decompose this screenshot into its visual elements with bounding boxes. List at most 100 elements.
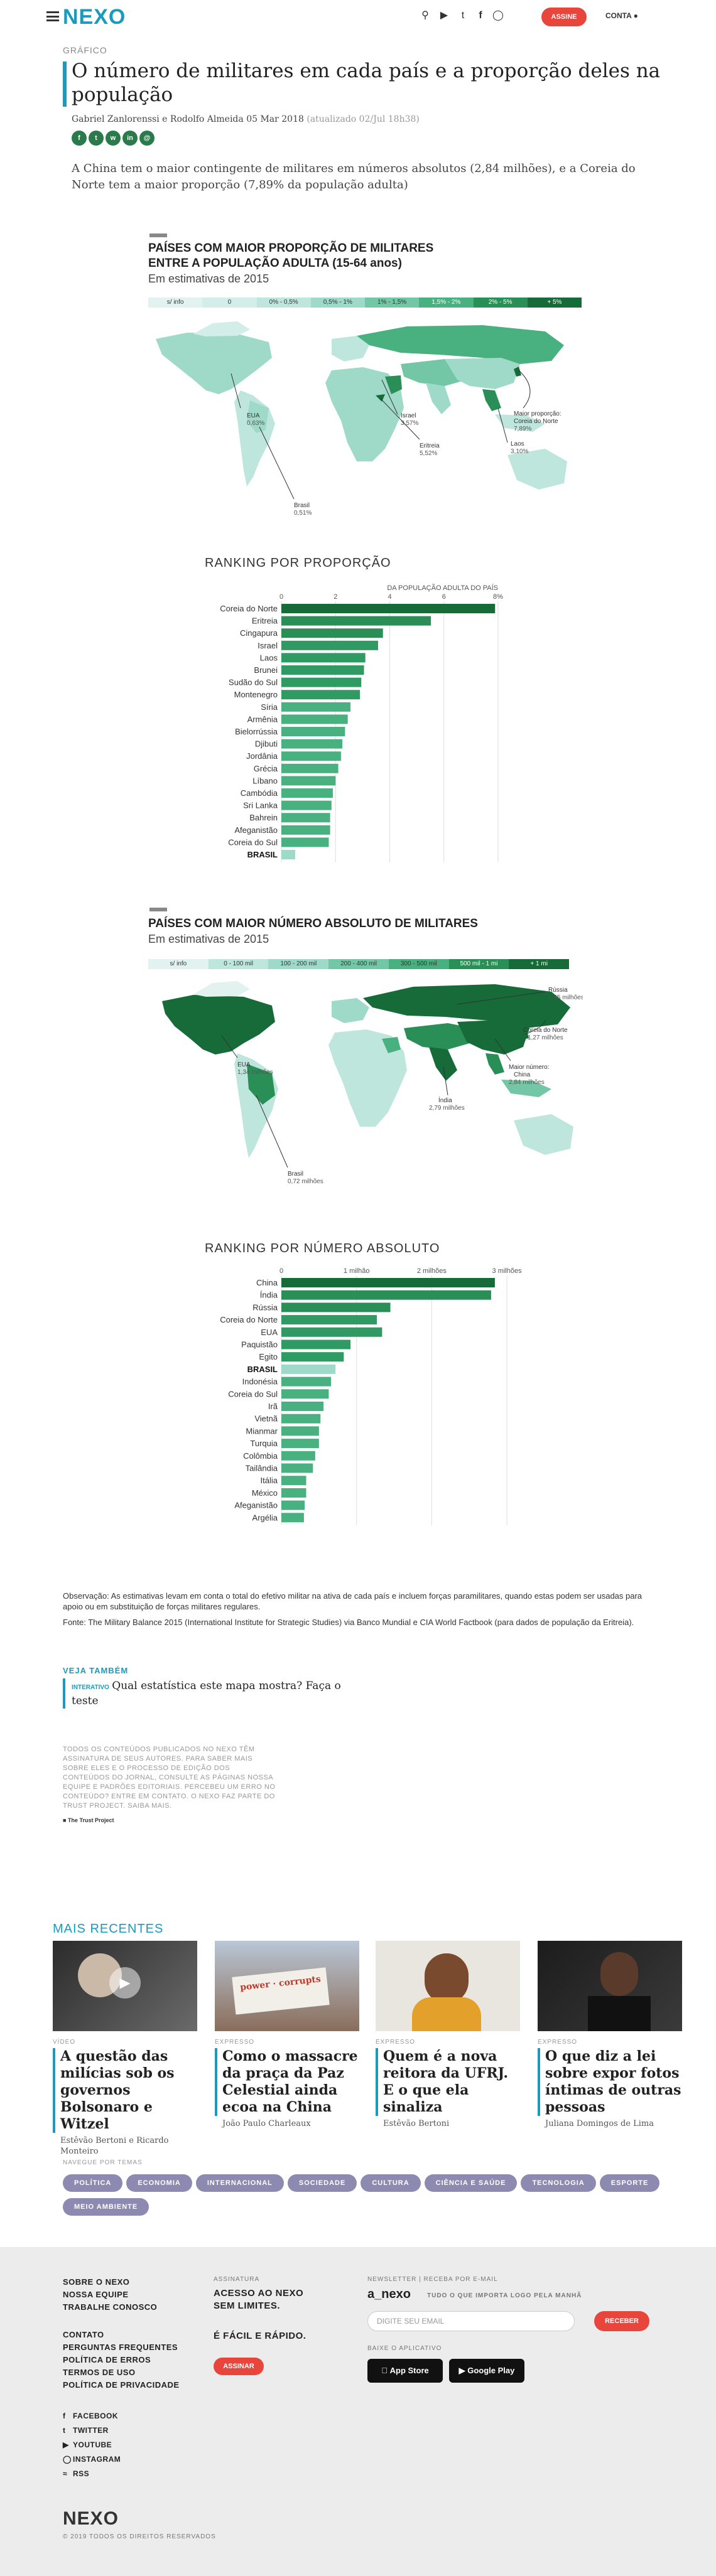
search-icon[interactable]: ⚲ — [421, 10, 429, 21]
bar — [281, 1377, 331, 1387]
map2-label-nkorea: Coreia do Norte — [523, 1027, 568, 1034]
newsletter-email-input[interactable]: DIGITE SEU EMAIL — [367, 2311, 575, 2331]
play-icon[interactable]: ▶ — [109, 1967, 141, 1999]
footer-link[interactable]: PERGUNTAS FREQUENTES — [63, 2341, 180, 2354]
map2-label-india: Índia — [438, 1096, 452, 1104]
card-image: power · corrupts — [215, 1941, 359, 2031]
tick-label: 0 — [279, 1267, 283, 1275]
bar — [281, 850, 295, 859]
footer-link[interactable]: SOBRE O NEXO — [63, 2276, 157, 2289]
theme-pill[interactable]: MEIO AMBIENTE — [63, 2198, 149, 2216]
map1-label-laos: Laos — [511, 441, 524, 448]
theme-pill[interactable]: CIÊNCIA E SAÚDE — [424, 2174, 518, 2192]
bar — [281, 1451, 315, 1461]
google-play-label: Google Play — [467, 2366, 515, 2375]
rss-icon: ≈ — [63, 2469, 68, 2478]
footer-link[interactable]: TRABALHE CONOSCO — [63, 2301, 157, 2314]
newsletter-submit-button[interactable]: RECEBER — [594, 2311, 649, 2331]
site-logo[interactable]: NEXO — [63, 5, 126, 29]
footer-link[interactable]: NOSSA EQUIPE — [63, 2289, 157, 2301]
app-store-badge[interactable]:  App Store — [367, 2359, 443, 2383]
category-label: Jordânia — [246, 751, 278, 761]
recent-card[interactable]: EXPRESSO O que diz a lei sobre expor fot… — [538, 1941, 682, 2129]
map2-value-eua: 1,34 milhões — [237, 1069, 273, 1076]
card-title[interactable]: Como o massacre da praça da Paz Celestia… — [215, 2048, 359, 2116]
footer-link[interactable]: TERMOS DE USO — [63, 2366, 180, 2379]
map1-label-israel: Israel — [401, 412, 416, 419]
proportion-world-map: EUA 0,63% Israel 3,57% Eritreia 5,52% Ma… — [156, 321, 567, 517]
card-category: EXPRESSO — [215, 2039, 255, 2046]
facebook-icon: f — [63, 2412, 66, 2420]
footer-link-label: PERGUNTAS FREQUENTES — [63, 2343, 178, 2352]
share-twitter-icon[interactable]: t — [89, 131, 104, 146]
see-also-link[interactable]: INTERATIVO Qual estatística este mapa mo… — [63, 1678, 364, 1709]
recent-card[interactable]: EXPRESSO Quem é a nova reitora da UFRJ. … — [376, 1941, 520, 2129]
tick-label: 2 — [334, 593, 337, 601]
facebook-icon[interactable]: f — [479, 10, 482, 21]
section1-title-line1: PAÍSES COM MAIOR PROPORÇÃO DE MILITARES — [148, 242, 434, 255]
card-title[interactable]: Quem é a nova reitora da UFRJ. E o que e… — [376, 2048, 520, 2116]
map1-legend-item: 0,5% - 1% — [310, 298, 365, 308]
theme-pill[interactable]: ECONOMIA — [126, 2174, 192, 2192]
footer-link-label: POLÍTICA DE ERROS — [63, 2355, 151, 2364]
twitter-icon[interactable]: t — [461, 10, 465, 21]
footer-link[interactable]: ◯ INSTAGRAM — [63, 2452, 121, 2467]
absolute-world-map: Rússia 1,45 milhões Coreia do Norte 1,27… — [162, 981, 583, 1185]
bar — [281, 800, 332, 810]
map2-value-russia: 1,45 milhões — [548, 994, 583, 1001]
theme-pill[interactable]: ESPORTE — [599, 2174, 660, 2192]
trust-project-logo[interactable]: ■ The Trust Project — [63, 1817, 114, 1823]
footer-link[interactable]: POLÍTICA DE ERROS — [63, 2354, 180, 2366]
map2-value-india: 2,79 milhões — [429, 1105, 465, 1112]
tick-label: 6 — [442, 593, 446, 601]
footer-link[interactable]: ≈ RSS — [63, 2467, 121, 2481]
share-linkedin-icon[interactable]: in — [122, 131, 138, 146]
footer-link[interactable]: t TWITTER — [63, 2423, 121, 2438]
instagram-icon: ◯ — [63, 2455, 72, 2464]
footer-link[interactable]: f FACEBOOK — [63, 2409, 121, 2423]
account-link[interactable]: CONTA ● — [605, 11, 638, 20]
instagram-icon[interactable]: ◯ — [492, 10, 504, 21]
theme-pill[interactable]: CULTURA — [361, 2174, 421, 2192]
category-label: Colômbia — [243, 1451, 278, 1461]
map1-extra-max: 7,89% — [514, 426, 531, 432]
footer-link-label: NOSSA EQUIPE — [63, 2290, 129, 2299]
map1-annotations: EUA 0,63% Israel 3,57% Eritreia 5,52% Ma… — [231, 370, 561, 517]
bar — [281, 1463, 313, 1473]
card-image — [376, 1941, 520, 2031]
recent-card[interactable]: power · corrupts EXPRESSO Como o massacr… — [215, 1941, 359, 2129]
theme-pill[interactable]: POLÍTICA — [63, 2174, 123, 2192]
bar — [281, 825, 330, 835]
footer-logo[interactable]: NEXO — [63, 2508, 119, 2529]
map2-label-max: Maior número: — [509, 1064, 549, 1071]
google-play-badge[interactable]: ▶ Google Play — [449, 2359, 524, 2383]
bar — [281, 604, 496, 613]
theme-pill[interactable]: INTERNACIONAL — [195, 2174, 284, 2192]
card-title[interactable]: A questão das milícias sob os governos B… — [53, 2048, 197, 2133]
subscribe-button[interactable]: ASSINE — [541, 8, 587, 26]
category-label: Armênia — [247, 714, 278, 724]
map2-legend-item: s/ info — [148, 959, 209, 969]
publish-date: 05 Mar 2018 — [246, 114, 304, 124]
theme-pill[interactable]: TECNOLOGIA — [521, 2174, 596, 2192]
share-whatsapp-icon[interactable]: w — [106, 131, 121, 146]
category-label: Tailândia — [246, 1464, 278, 1473]
recent-card[interactable]: ▶ VÍDEO A questão das milícias sob os go… — [53, 1941, 197, 2157]
footer-link[interactable]: POLÍTICA DE PRIVACIDADE — [63, 2379, 180, 2391]
youtube-icon[interactable]: ▶ — [440, 10, 448, 21]
share-bar: f t w in @ — [72, 131, 156, 146]
share-facebook-icon[interactable]: f — [72, 131, 87, 146]
footer-link[interactable]: ▶ YOUTUBE — [63, 2438, 121, 2452]
card-category: VÍDEO — [53, 2039, 76, 2046]
category-label: Grécia — [254, 764, 278, 773]
category-label: Laos — [260, 653, 278, 662]
card-title[interactable]: O que diz a lei sobre expor fotos íntima… — [538, 2048, 682, 2116]
footer-subscribe-button[interactable]: ASSINAR — [214, 2358, 264, 2375]
footer-link[interactable]: CONTATO — [63, 2329, 180, 2341]
share-email-icon[interactable]: @ — [139, 131, 155, 146]
menu-icon[interactable] — [46, 11, 59, 21]
card-author: Estêvão Bertoni — [383, 2119, 450, 2128]
card-image: ▶ — [53, 1941, 197, 2031]
bar — [281, 727, 345, 736]
theme-pill[interactable]: SOCIEDADE — [287, 2174, 357, 2192]
